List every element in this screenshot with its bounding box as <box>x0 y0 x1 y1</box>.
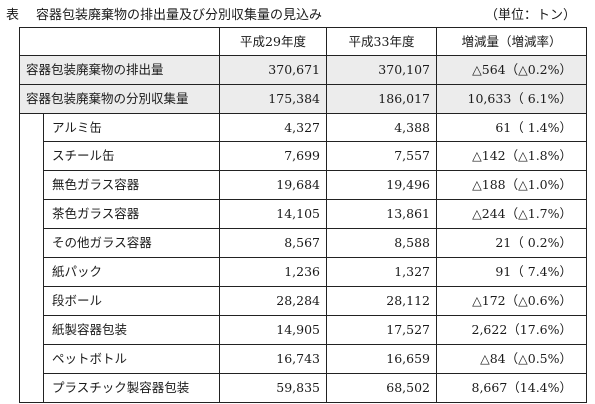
value-change: 8,667（14.4%） <box>436 373 587 403</box>
value-h33: 4,388 <box>326 113 437 142</box>
row-label: 容器包装廃棄物の分別収集量 <box>19 84 220 114</box>
column-header-change: 増減量（増減率） <box>436 27 587 56</box>
table-row: プラスチック製容器包装 59,835 68,502 8,667（14.4%） <box>19 373 587 403</box>
indent-cell <box>19 286 44 316</box>
header-row: 平成29年度 平成33年度 増減量（増減率） <box>19 27 587 56</box>
table-row: その他ガラス容器 8,567 8,588 21（ 0.2%） <box>19 228 587 258</box>
value-change: 21（ 0.2%） <box>436 228 587 258</box>
value-h33: 13,861 <box>326 199 437 229</box>
value-change: △142（△1.8%） <box>436 141 587 171</box>
row-label: 紙パック <box>43 257 220 287</box>
value-h33: 186,017 <box>326 84 437 114</box>
value-h29: 370,671 <box>219 55 327 85</box>
table-row-total-discharge: 容器包装廃棄物の排出量 370,671 370,107 △564（△0.2%） <box>19 55 587 85</box>
unit-label: （単位：トン） <box>484 8 576 23</box>
table-row-total-collection: 容器包装廃棄物の分別収集量 175,384 186,017 10,633（ 6.… <box>19 84 587 114</box>
value-h33: 68,502 <box>326 373 437 403</box>
value-change: △172（△0.6%） <box>436 286 587 316</box>
row-label: 無色ガラス容器 <box>43 170 220 200</box>
indent-cell <box>19 228 44 258</box>
value-change: 2,622（17.6%） <box>436 315 587 345</box>
value-h29: 175,384 <box>219 84 327 114</box>
indent-cell <box>19 113 44 142</box>
indent-cell <box>19 170 44 200</box>
value-change: 61（ 1.4%） <box>436 113 587 142</box>
value-h29: 19,684 <box>219 170 327 200</box>
row-label: その他ガラス容器 <box>43 228 220 258</box>
indent-cell <box>19 257 44 287</box>
value-h29: 1,236 <box>219 257 327 287</box>
value-change: △188（△1.0%） <box>436 170 587 200</box>
row-label: アルミ缶 <box>43 113 220 142</box>
table-row: アルミ缶 4,327 4,388 61（ 1.4%） <box>19 113 587 142</box>
table-row: スチール缶 7,699 7,557 △142（△1.8%） <box>19 141 587 171</box>
value-h29: 28,284 <box>219 286 327 316</box>
value-h29: 59,835 <box>219 373 327 403</box>
value-h33: 28,112 <box>326 286 437 316</box>
row-label: ペットボトル <box>43 344 220 374</box>
value-change: 10,633（ 6.1%） <box>436 84 587 114</box>
value-h33: 370,107 <box>326 55 437 85</box>
value-h33: 16,659 <box>326 344 437 374</box>
row-label: 段ボール <box>43 286 220 316</box>
row-label: 茶色ガラス容器 <box>43 199 220 229</box>
value-h29: 7,699 <box>219 141 327 171</box>
indent-cell <box>19 344 44 374</box>
table-row: ペットボトル 16,743 16,659 △84（△0.5%） <box>19 344 587 374</box>
value-change: △84（△0.5%） <box>436 344 587 374</box>
row-label: 容器包装廃棄物の排出量 <box>19 55 220 85</box>
table-row: 紙パック 1,236 1,327 91（ 7.4%） <box>19 257 587 287</box>
waste-collection-table: 平成29年度 平成33年度 増減量（増減率） 容器包装廃棄物の排出量 370,6… <box>19 27 587 403</box>
indent-cell <box>19 373 44 403</box>
value-change: △244（△1.7%） <box>436 199 587 229</box>
row-label: プラスチック製容器包装 <box>43 373 220 403</box>
table-row: 茶色ガラス容器 14,105 13,861 △244（△1.7%） <box>19 199 587 229</box>
row-label: 紙製容器包装 <box>43 315 220 345</box>
table-caption: 表 容器包装廃棄物の排出量及び分別収集量の見込み （単位：トン） <box>6 6 586 26</box>
value-h33: 19,496 <box>326 170 437 200</box>
value-h29: 14,905 <box>219 315 327 345</box>
table-row: 段ボール 28,284 28,112 △172（△0.6%） <box>19 286 587 316</box>
value-h29: 4,327 <box>219 113 327 142</box>
header-blank-cell <box>19 27 220 56</box>
value-h33: 17,527 <box>326 315 437 345</box>
indent-cell <box>19 315 44 345</box>
value-change: 91（ 7.4%） <box>436 257 587 287</box>
caption-title: 容器包装廃棄物の排出量及び分別収集量の見込み <box>36 8 323 23</box>
column-header-h33: 平成33年度 <box>326 27 437 56</box>
value-h29: 14,105 <box>219 199 327 229</box>
table-row: 無色ガラス容器 19,684 19,496 △188（△1.0%） <box>19 170 587 200</box>
caption-label: 表 <box>6 8 20 23</box>
column-header-h29: 平成29年度 <box>219 27 327 56</box>
value-h33: 8,588 <box>326 228 437 258</box>
value-h33: 7,557 <box>326 141 437 171</box>
indent-cell <box>19 199 44 229</box>
value-h29: 8,567 <box>219 228 327 258</box>
row-label: スチール缶 <box>43 141 220 171</box>
indent-cell <box>19 141 44 171</box>
value-h33: 1,327 <box>326 257 437 287</box>
table-row: 紙製容器包装 14,905 17,527 2,622（17.6%） <box>19 315 587 345</box>
value-h29: 16,743 <box>219 344 327 374</box>
value-change: △564（△0.2%） <box>436 55 587 85</box>
